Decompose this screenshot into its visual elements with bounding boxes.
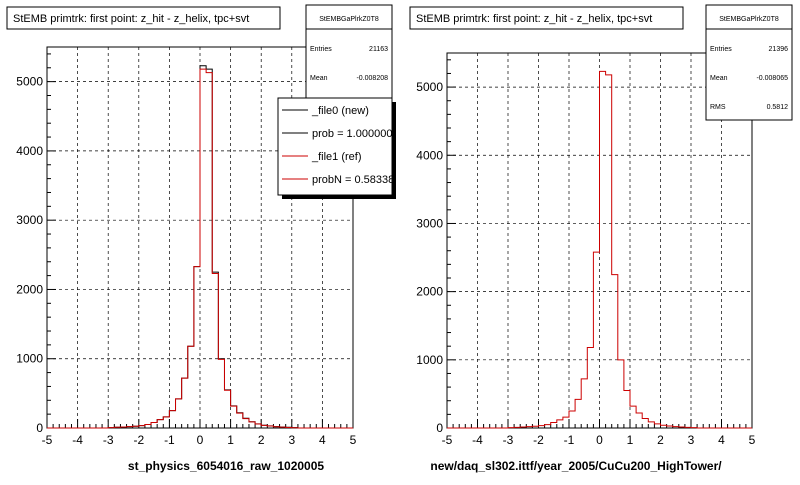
legend-label: probN = 0.583389 <box>312 174 400 186</box>
y-tick-label: 3000 <box>416 216 443 230</box>
x-tick-label: -2 <box>133 433 144 447</box>
legend-label: prob = 1.000000 <box>312 128 392 140</box>
stats-value: 21163 <box>369 46 388 53</box>
x-tick-label: -3 <box>103 433 114 447</box>
x-tick-label: -4 <box>472 433 483 447</box>
legend-label: _file0 (new) <box>311 105 369 117</box>
x-tick-label: 1 <box>227 433 234 447</box>
stats-name: StEMBGaPlrkZ0T8 <box>719 16 779 23</box>
y-tick-label: 1000 <box>416 353 443 367</box>
series-group <box>447 70 752 429</box>
histogram-panel-2: -5 -4 -3 -2 -1 0 1 2 3 4 5 0 1000 2000 3000 4000 5000 StE… <box>409 4 793 473</box>
x-tick-label: 4 <box>718 433 725 447</box>
y-tick-label: 5000 <box>16 75 43 89</box>
x-tick-label: 1 <box>627 433 634 447</box>
x-axis-label: new/daq_sl302.ittf/year_2005/CuCu200_Hig… <box>430 459 722 473</box>
x-tick-label: 2 <box>657 433 664 447</box>
stats-label: Entries <box>310 46 332 53</box>
legend-label: _file1 (ref) <box>311 151 362 163</box>
stats-label: Entries <box>710 46 732 53</box>
y-tick-label: 3000 <box>16 213 43 227</box>
y-tick-label: 0 <box>36 421 43 435</box>
x-axis-label: st_physics_6054016_raw_1020005 <box>128 459 324 473</box>
x-tick-label: -2 <box>533 433 544 447</box>
x-tick-label: 4 <box>319 433 326 447</box>
stats-box <box>705 4 793 121</box>
plot-title: StEMB primtrk: first point: z_hit - z_he… <box>416 13 652 25</box>
x-tick-label: -3 <box>503 433 514 447</box>
x-tick-label: 5 <box>749 433 756 447</box>
x-tick-label: -5 <box>442 433 453 447</box>
x-tick-label: -5 <box>42 433 53 447</box>
stats-value: 0.5812 <box>767 104 789 111</box>
y-tick-label: 5000 <box>416 80 443 94</box>
x-tick-label: -4 <box>72 433 83 447</box>
stats-box <box>305 4 393 102</box>
x-tick-label: 2 <box>258 433 265 447</box>
x-tick-label: 0 <box>197 433 204 447</box>
stats-label: Mean <box>710 75 728 82</box>
stats-label: Mean <box>310 75 328 82</box>
plot-title: StEMB primtrk: first point: z_hit - z_he… <box>13 13 249 25</box>
y-tick-label: 0 <box>436 421 443 435</box>
x-tick-label: 3 <box>288 433 295 447</box>
x-tick-label: -1 <box>564 433 575 447</box>
x-tick-label: -1 <box>164 433 175 447</box>
axis-ticks <box>446 59 753 429</box>
series-group <box>47 65 353 429</box>
title-box <box>6 6 281 30</box>
y-tick-label: 1000 <box>16 352 43 366</box>
y-tick-label: 4000 <box>416 148 443 162</box>
histogram-series-1 <box>447 70 752 429</box>
y-tick-label: 2000 <box>16 282 43 296</box>
y-tick-label: 2000 <box>416 285 443 299</box>
histogram-panel-1: -5 -4 -3 -2 -1 0 1 2 3 4 5 0 1000 2000 3000 4000 5000 StE… <box>6 4 400 473</box>
histogram-series-2 <box>47 68 353 429</box>
stats-value: -0.008065 <box>756 75 788 82</box>
stats-label: RMS <box>710 104 726 111</box>
legend-entries: _file0 (new) prob = 1.000000 _file1 (ref) p… <box>282 105 400 186</box>
stats-value: -0.008208 <box>356 75 388 82</box>
stats-value: 21396 <box>769 46 789 53</box>
title-box <box>409 6 684 30</box>
x-tick-label: 3 <box>688 433 695 447</box>
x-tick-label: 0 <box>596 433 603 447</box>
stats-name: StEMBGaPlrkZ0T8 <box>319 16 379 23</box>
y-tick-label: 4000 <box>16 144 43 158</box>
x-tick-label: 5 <box>350 433 357 447</box>
